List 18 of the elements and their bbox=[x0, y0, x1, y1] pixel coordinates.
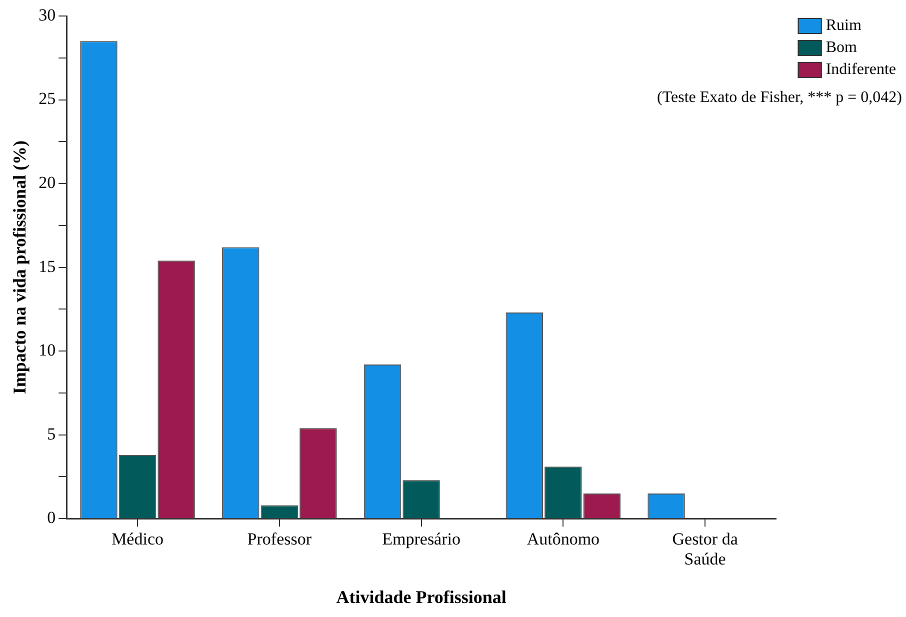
y-tick-label: 10 bbox=[38, 340, 56, 360]
y-axis-title: Impacto na vida profissional (%) bbox=[9, 140, 30, 394]
x-tick-label: Gestor da Saúde bbox=[672, 529, 738, 569]
x-tick-label: Médico bbox=[112, 529, 164, 548]
x-axis-title: Atividade Profissional bbox=[336, 586, 506, 607]
y-tick-label: 0 bbox=[47, 508, 56, 528]
y-tick-label: 20 bbox=[38, 173, 56, 192]
y-tick-label: 15 bbox=[38, 256, 56, 276]
x-tick-label: Autônomo bbox=[526, 529, 600, 548]
x-tick-label: Professor bbox=[247, 529, 312, 548]
y-tick-label: 30 bbox=[38, 5, 56, 24]
x-tick-label: Empresário bbox=[382, 529, 460, 548]
legend-label: Indiferente bbox=[826, 61, 896, 78]
annotation: (Teste Exato de Fisher, *** p = 0,042) bbox=[657, 89, 902, 106]
legend-label: Ruim bbox=[826, 17, 862, 34]
y-tick-label: 25 bbox=[38, 89, 56, 108]
legend-label: Bom bbox=[826, 39, 858, 56]
y-tick-label: 5 bbox=[47, 424, 56, 444]
